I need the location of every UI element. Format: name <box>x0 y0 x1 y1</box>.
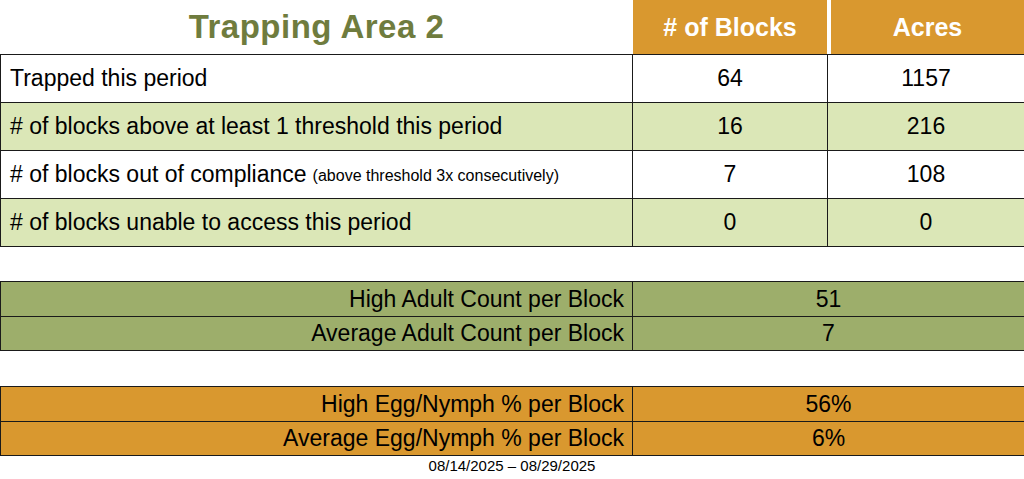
row-label: Trapped this period <box>10 65 207 92</box>
row-label-cell: # of blocks out of compliance (above thr… <box>1 151 633 198</box>
row-label: Average Adult Count per Block <box>1 317 633 350</box>
egg-nymph-table: High Egg/Nymph % per Block 56% Average E… <box>0 386 1024 456</box>
adult-count-table: High Adult Count per Block 51 Average Ad… <box>0 281 1024 351</box>
page-title: Trapping Area 2 <box>189 8 445 46</box>
acres-value: 108 <box>828 151 1024 198</box>
blocks-value: 16 <box>633 103 828 150</box>
table-row-trapped: Trapped this period 64 1157 <box>1 55 1024 103</box>
title-cell: Trapping Area 2 <box>0 0 633 54</box>
column-header-blocks: # of Blocks <box>633 0 827 54</box>
acres-value: 0 <box>828 199 1024 246</box>
main-table: Trapped this period 64 1157 # of blocks … <box>0 54 1024 247</box>
acres-value: 216 <box>828 103 1024 150</box>
row-label: High Egg/Nymph % per Block <box>1 387 633 421</box>
row-label: # of blocks above at least 1 threshold t… <box>10 113 502 140</box>
column-header-acres: Acres <box>831 0 1024 54</box>
table-row-average-adult: Average Adult Count per Block 7 <box>1 316 1024 350</box>
blocks-value: 7 <box>633 151 828 198</box>
table-row-average-egg: Average Egg/Nymph % per Block 6% <box>1 421 1024 455</box>
blocks-value: 64 <box>633 55 828 102</box>
table-row-high-egg: High Egg/Nymph % per Block 56% <box>1 387 1024 421</box>
blocks-value: 0 <box>633 199 828 246</box>
row-label: Average Egg/Nymph % per Block <box>1 422 633 455</box>
row-label-cell: Trapped this period <box>1 55 633 102</box>
row-label-note: (above threshold 3x consecutively) <box>313 164 559 185</box>
table-row-unable-to-access: # of blocks unable to access this period… <box>1 199 1024 247</box>
acres-value: 1157 <box>828 55 1024 102</box>
row-label-cell: # of blocks above at least 1 threshold t… <box>1 103 633 150</box>
table-row-high-adult: High Adult Count per Block 51 <box>1 282 1024 316</box>
table-row-above-threshold: # of blocks above at least 1 threshold t… <box>1 103 1024 151</box>
table-row-out-of-compliance: # of blocks out of compliance (above thr… <box>1 151 1024 199</box>
header-row: Trapping Area 2 # of Blocks Acres <box>0 0 1024 54</box>
row-label: # of blocks out of compliance <box>10 161 307 188</box>
row-label: # of blocks unable to access this period <box>10 209 411 236</box>
row-label: High Adult Count per Block <box>1 282 633 316</box>
report-page: Trapping Area 2 # of Blocks Acres Trappe… <box>0 0 1024 479</box>
date-range: 08/14/2025 – 08/29/2025 <box>0 457 1024 474</box>
row-value: 56% <box>633 387 1024 421</box>
row-label-cell: # of blocks unable to access this period <box>1 199 633 246</box>
row-value: 6% <box>633 422 1024 455</box>
row-value: 7 <box>633 317 1024 350</box>
row-value: 51 <box>633 282 1024 316</box>
